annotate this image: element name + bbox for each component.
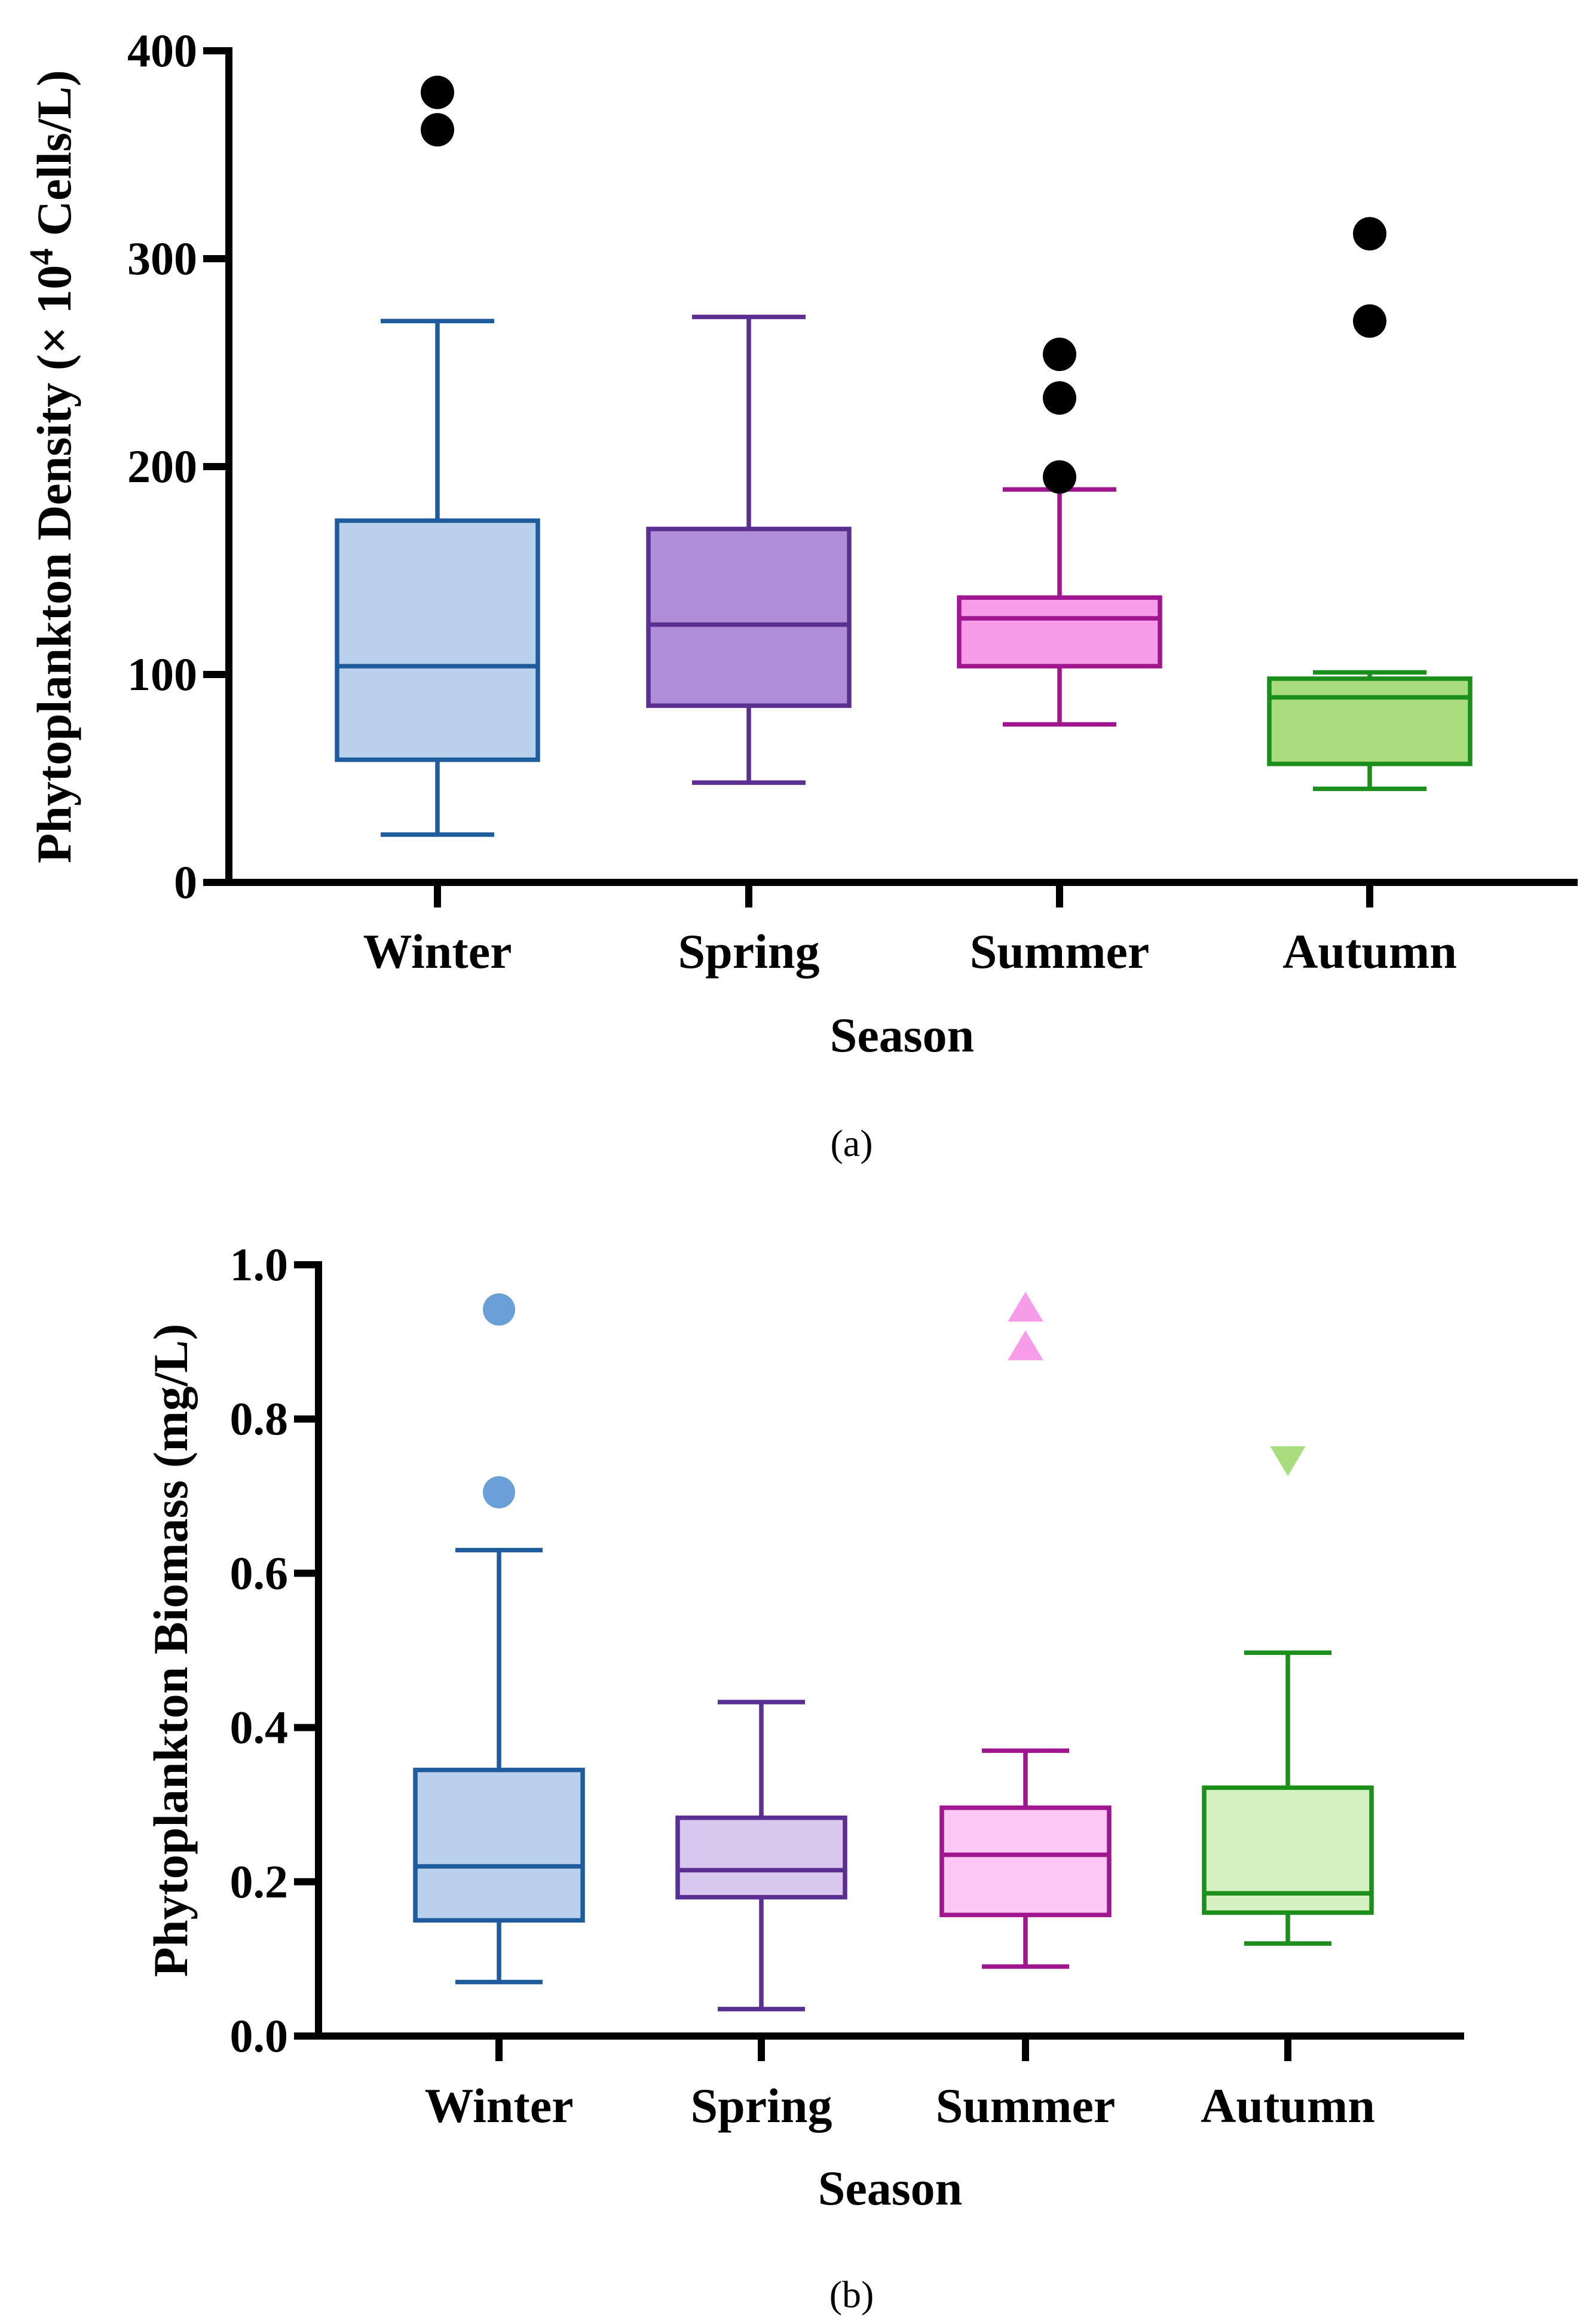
panel-caption: (b) <box>829 2273 874 2316</box>
y-tick-label: 0.4 <box>230 1701 289 1753</box>
y-tick-label: 0.0 <box>230 2010 289 2062</box>
outlier-point <box>1353 304 1386 338</box>
iqr-box <box>646 526 852 708</box>
x-tick-label-autumn: Autumn <box>1282 924 1457 979</box>
x-tick-label-summer: Summer <box>970 924 1150 979</box>
outlier-point <box>1008 1330 1043 1360</box>
y-axis-title: Phytoplankton Biomass (mg/L) <box>143 1324 198 1977</box>
outlier-point <box>1270 1446 1306 1476</box>
y-tick-label: 0.8 <box>230 1393 289 1445</box>
outlier-point <box>1043 381 1076 415</box>
outlier-point <box>483 1476 515 1509</box>
iqr-box <box>957 595 1162 669</box>
y-axis-title: Phytoplankton Density (× 104 Cells/L) <box>23 70 81 863</box>
y-axis-title-suffix: Cells/L) <box>27 70 81 248</box>
outlier-point <box>1043 338 1076 372</box>
y-axis-title-main: Phytoplankton Biomass (mg/L) <box>143 1324 198 1977</box>
y-tick-label: 1.0 <box>230 1238 289 1290</box>
x-tick-label-spring: Spring <box>678 924 820 979</box>
box-spring <box>646 314 852 785</box>
y-tick-label: 200 <box>127 440 197 492</box>
y-tick-label: 0 <box>174 856 197 908</box>
iqr-box <box>675 1815 847 1900</box>
x-tick-label-summer: Summer <box>936 2078 1116 2133</box>
box-autumn <box>1202 1446 1374 1946</box>
x-axis-title: Season <box>830 1008 975 1062</box>
x-tick-label-spring: Spring <box>691 2078 832 2133</box>
outlier-point <box>421 113 454 147</box>
box-summer <box>939 1292 1112 1969</box>
box-spring <box>675 1700 847 2012</box>
iqr-box <box>335 518 540 762</box>
outlier-point <box>1043 460 1076 494</box>
y-axis-title-superscript: 4 <box>23 249 60 265</box>
y-tick-label: 300 <box>127 232 197 284</box>
y-tick-label: 0.6 <box>230 1547 289 1599</box>
panel-caption: (a) <box>830 1122 872 1164</box>
panel-b-biomass-chart: 0.0 0.2 0.4 0.6 0.8 1.0 Winter Spring Summer Autu… <box>143 1238 1464 2316</box>
iqr-box <box>939 1805 1112 1918</box>
y-axis-title-main: Phytoplankton Density (× 10 <box>27 265 81 863</box>
box-winter <box>413 1293 585 1985</box>
iqr-box <box>1267 676 1472 767</box>
outlier-point <box>421 75 454 109</box>
outlier-point <box>1008 1292 1043 1322</box>
y-tick-label: 400 <box>127 24 197 76</box>
y-tick-label: 0.2 <box>230 1856 289 1908</box>
x-tick-label-winter: Winter <box>424 2078 573 2133</box>
outlier-point <box>483 1293 515 1326</box>
box-summer <box>957 338 1162 727</box>
x-tick-label-winter: Winter <box>363 924 512 979</box>
box-autumn <box>1267 217 1472 792</box>
outlier-point <box>1353 217 1386 251</box>
panel-a-density-chart: 0 100 200 300 400 Winter Spring Summer Autumn Sea… <box>23 24 1578 1164</box>
x-axis-title: Season <box>818 2161 963 2215</box>
iqr-box <box>413 1767 585 1923</box>
y-tick-label: 100 <box>127 648 197 700</box>
box-winter <box>335 75 540 837</box>
x-tick-label-autumn: Autumn <box>1201 2078 1375 2133</box>
